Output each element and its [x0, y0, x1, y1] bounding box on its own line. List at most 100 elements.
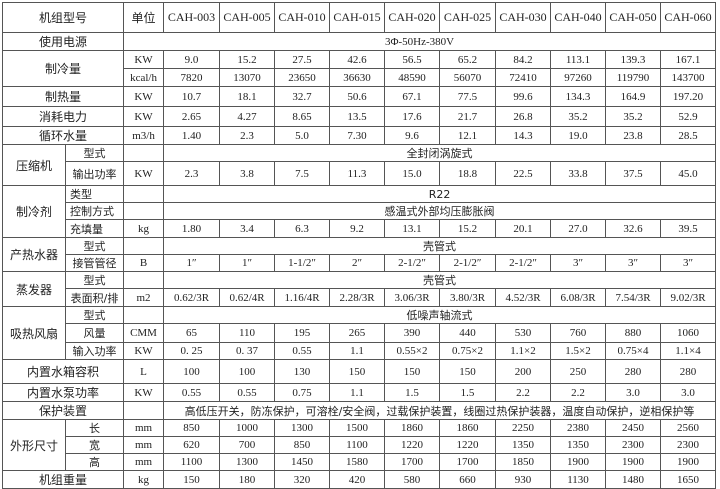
sub-label: 高	[64, 453, 125, 471]
value-cell: 1″	[219, 254, 276, 272]
value-cell: 1700	[439, 453, 497, 471]
weight-row: 机组重量 kg 150 180 320 420 580 660 930 1130 1480 1650	[1, 470, 717, 489]
unit-cell	[123, 271, 165, 289]
sub-label: 型式	[64, 271, 125, 289]
value-cell: 0.55	[219, 383, 276, 402]
value-cell: 13070	[219, 68, 276, 87]
unit-cell: KW	[123, 161, 165, 186]
value-cell: 2-1/2″	[495, 254, 552, 272]
value-cell: 19.0	[550, 126, 607, 145]
value-cell: 15.0	[384, 161, 441, 186]
value-cell: 2.65	[163, 106, 221, 127]
value-cell: 8.65	[274, 106, 331, 127]
value-cell: 850	[274, 436, 331, 454]
value-cell: 2-1/2″	[384, 254, 441, 272]
value-cell: 1.40	[163, 126, 221, 145]
sub-label: 型式	[64, 144, 125, 162]
shared-value: 全封闭涡旋式	[163, 144, 717, 162]
value-cell: 390	[384, 323, 441, 343]
value-cell: 1.1×2	[495, 342, 552, 360]
value-cell: 0.62/3R	[163, 288, 221, 307]
section-label: 制冷剂	[2, 185, 66, 238]
section-label: 产热水器	[2, 237, 66, 272]
value-cell: 42.6	[329, 50, 386, 69]
cooling-row: 制冷量 KW 9.0 15.2 27.5 42.6 56.5 65.2 84.2 113.1 139…	[1, 50, 717, 87]
value-cell: 440	[439, 323, 497, 343]
value-cell: 7.5	[274, 161, 331, 186]
value-cell: 3″	[550, 254, 607, 272]
value-cell: 65	[163, 323, 221, 343]
value-cell: 150	[163, 470, 221, 489]
value-cell: 77.5	[439, 86, 497, 107]
value-cell: 3″	[605, 254, 662, 272]
value-cell: 28.5	[660, 126, 717, 145]
shared-value: 壳管式	[163, 271, 717, 289]
unit-cell	[123, 185, 165, 203]
model-header: CAH-040	[550, 2, 607, 33]
sub-label: 型式	[64, 237, 125, 255]
value-cell: 100	[219, 359, 276, 384]
value-cell: 6.3	[274, 219, 331, 238]
value-cell: 2.3	[163, 161, 221, 186]
value-cell: 3.0	[605, 383, 662, 402]
value-cell: 7.30	[329, 126, 386, 145]
value-cell: 35.2	[605, 106, 662, 127]
section-label: 外形尺寸	[2, 419, 66, 471]
compressor-row: 输出功率 KW 2.3 3.8 7.5 11.3 15.0 18.8 22.5 33.8 37.5 4…	[3, 161, 717, 186]
value-cell: 10.7	[163, 86, 221, 107]
value-cell: 0.55×2	[384, 342, 441, 360]
row-label: 消耗电力	[1, 106, 125, 127]
unit-cell	[123, 144, 165, 162]
value-cell: 27.5	[274, 50, 331, 69]
value-cell: 52.9	[660, 106, 717, 127]
unit-cell: KW	[123, 106, 165, 127]
value-cell: 26.8	[495, 106, 552, 127]
unit-cell: KW	[123, 86, 165, 107]
unit-cell	[123, 306, 165, 324]
value-cell: 50.6	[329, 86, 386, 107]
value-cell: 3.0	[660, 383, 717, 402]
row-label: 保护装置	[1, 401, 125, 420]
value-cell: 3″	[660, 254, 717, 272]
row-label: 内置水箱容积	[1, 359, 125, 384]
unit-cell: mm	[123, 453, 165, 471]
unit-cell: KW	[123, 342, 165, 360]
value-cell: 1350	[495, 436, 552, 454]
value-cell: 130	[274, 359, 331, 384]
value-cell: 143700	[660, 68, 717, 87]
value-cell: 45.0	[660, 161, 717, 186]
value-cell: 119790	[605, 68, 662, 87]
value-cell: 17.6	[384, 106, 441, 127]
value-cell: 35.2	[550, 106, 607, 127]
shared-value: 低噪声轴流式	[163, 306, 717, 324]
unit-cell	[123, 401, 165, 420]
value-cell: 7820	[163, 68, 221, 87]
value-cell: 1480	[605, 470, 662, 489]
value-cell: 7.54/3R	[605, 288, 662, 307]
value-cell: 65.2	[439, 50, 497, 69]
value-cell: 6.08/3R	[550, 288, 607, 307]
value-cell: 2380	[550, 419, 607, 437]
unit-cell: kcal/h	[123, 68, 165, 87]
unit-cell	[123, 237, 165, 255]
row-label: 循环水量	[1, 126, 125, 145]
fan-row: 风量 CMM 65 110 195 265 390 440 530 760 880 1060	[3, 323, 717, 343]
heater-type-row: 产热水器 型式 壳管式	[2, 237, 717, 272]
row-label: 内置水泵功率	[1, 383, 125, 402]
unit-header: 单位	[123, 2, 165, 33]
value-cell: 4.27	[219, 106, 276, 127]
consumption-row: 消耗电力 KW 2.65 4.27 8.65 13.5 17.6 21.7 26.8 35.2 35…	[1, 106, 717, 127]
sub-label: 宽	[64, 436, 125, 454]
value-cell: 5.0	[274, 126, 331, 145]
model-header: CAH-003	[163, 2, 221, 33]
tank-row: 内置水箱容积 L 100 100 130 150 150 150 200 250 280 280	[1, 359, 717, 384]
model-header: CAH-030	[495, 2, 552, 33]
value-cell: 1850	[495, 453, 552, 471]
unit-cell: kg	[123, 470, 165, 489]
section-label: 吸热风扇	[2, 306, 66, 360]
evaporator-row: 表面积/排 m2 0.62/3R 0.62/4R 1.16/4R 2.28/3R 3.06/…	[3, 288, 717, 307]
unit-cell: mm	[123, 436, 165, 454]
sub-label: 类型	[64, 185, 125, 203]
unit-cell: L	[123, 359, 165, 384]
value-cell: 1580	[329, 453, 386, 471]
